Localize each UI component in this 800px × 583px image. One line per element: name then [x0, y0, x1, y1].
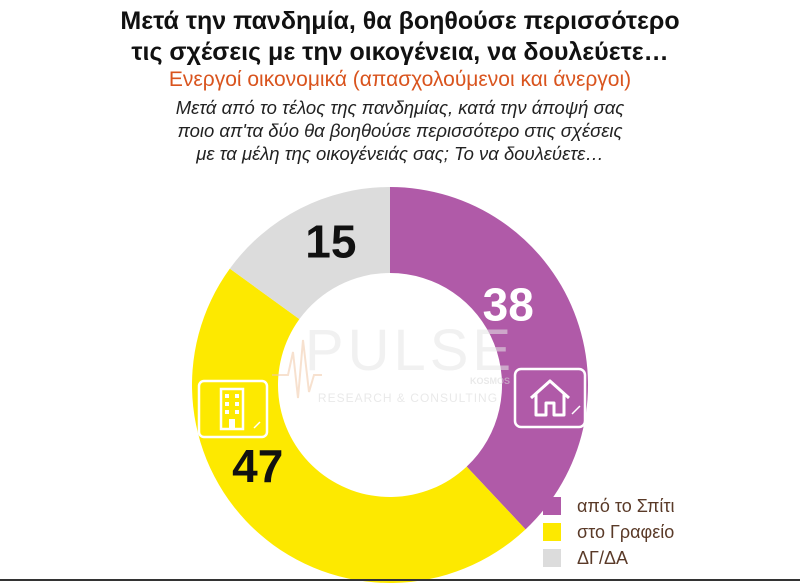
donut-slice-home	[390, 187, 589, 530]
office-building-icon	[197, 379, 269, 439]
chart-title: Μετά την πανδημία, θα βοηθούσε περισσότε…	[0, 6, 800, 68]
pulse-watermark: PULSE KOSMOS RESEARCH & CONSULTING	[272, 318, 515, 405]
watermark-line: RESEARCH & CONSULTING	[318, 391, 498, 405]
legend-swatch-office	[543, 523, 561, 541]
chart-title-line-2: τις σχέσεις με την οικογένεια, να δουλεύ…	[131, 38, 669, 66]
office-icon-windows	[225, 394, 239, 429]
question-line-3: με τα μέλη της οικογένειάς σας; Το να δο…	[196, 143, 604, 164]
office-icon-frame	[197, 379, 269, 439]
legend-label-office: στο Γραφείο	[577, 521, 675, 542]
legend-swatch-home	[543, 497, 561, 515]
legend-swatch-dk	[543, 549, 561, 567]
watermark-pulse-line-graphic	[272, 339, 322, 399]
legend-item-office: στο Γραφείο	[543, 520, 675, 544]
value-label-dk: 15	[305, 216, 356, 268]
house-icon-frame	[513, 367, 587, 429]
question-line-1: Μετά από το τέλος της πανδημίας, κατά τη…	[175, 97, 625, 118]
value-label-home: 38	[483, 279, 534, 331]
donut-slices	[192, 187, 589, 583]
house-icon-shape	[529, 379, 571, 417]
question-text: Μετά από το τέλος της πανδημίας, κατά τη…	[0, 96, 800, 165]
bottom-rule	[0, 579, 800, 581]
office-icon-pencil	[253, 421, 261, 429]
legend-item-dk: ΔΓ/ΔΑ	[543, 546, 675, 570]
legend-label-home: από το Σπίτι	[577, 495, 675, 516]
donut-value-labels: 38 47 15	[232, 216, 534, 492]
value-label-office: 47	[232, 440, 283, 492]
donut-slice-office	[192, 268, 526, 583]
chart-title-line-1: Μετά την πανδημία, θα βοηθούσε περισσότε…	[120, 7, 680, 35]
legend-item-home: από το Σπίτι	[543, 494, 675, 518]
chart-subtitle: Ενεργοί οικονομικά (απασχολούμενοι και ά…	[168, 68, 632, 91]
watermark-brand: PULSE	[305, 318, 515, 383]
donut-slice-dk	[229, 187, 390, 320]
watermark-tag: KOSMOS	[470, 376, 510, 386]
house-icon-pencil	[571, 405, 581, 415]
legend: από το Σπίτι στο Γραφείο ΔΓ/ΔΑ	[543, 494, 675, 572]
house-icon	[513, 367, 587, 429]
legend-label-dk: ΔΓ/ΔΑ	[577, 547, 628, 568]
question-line-2: ποιο απ'τα δύο θα βοηθούσε περισσότερο σ…	[177, 120, 623, 141]
